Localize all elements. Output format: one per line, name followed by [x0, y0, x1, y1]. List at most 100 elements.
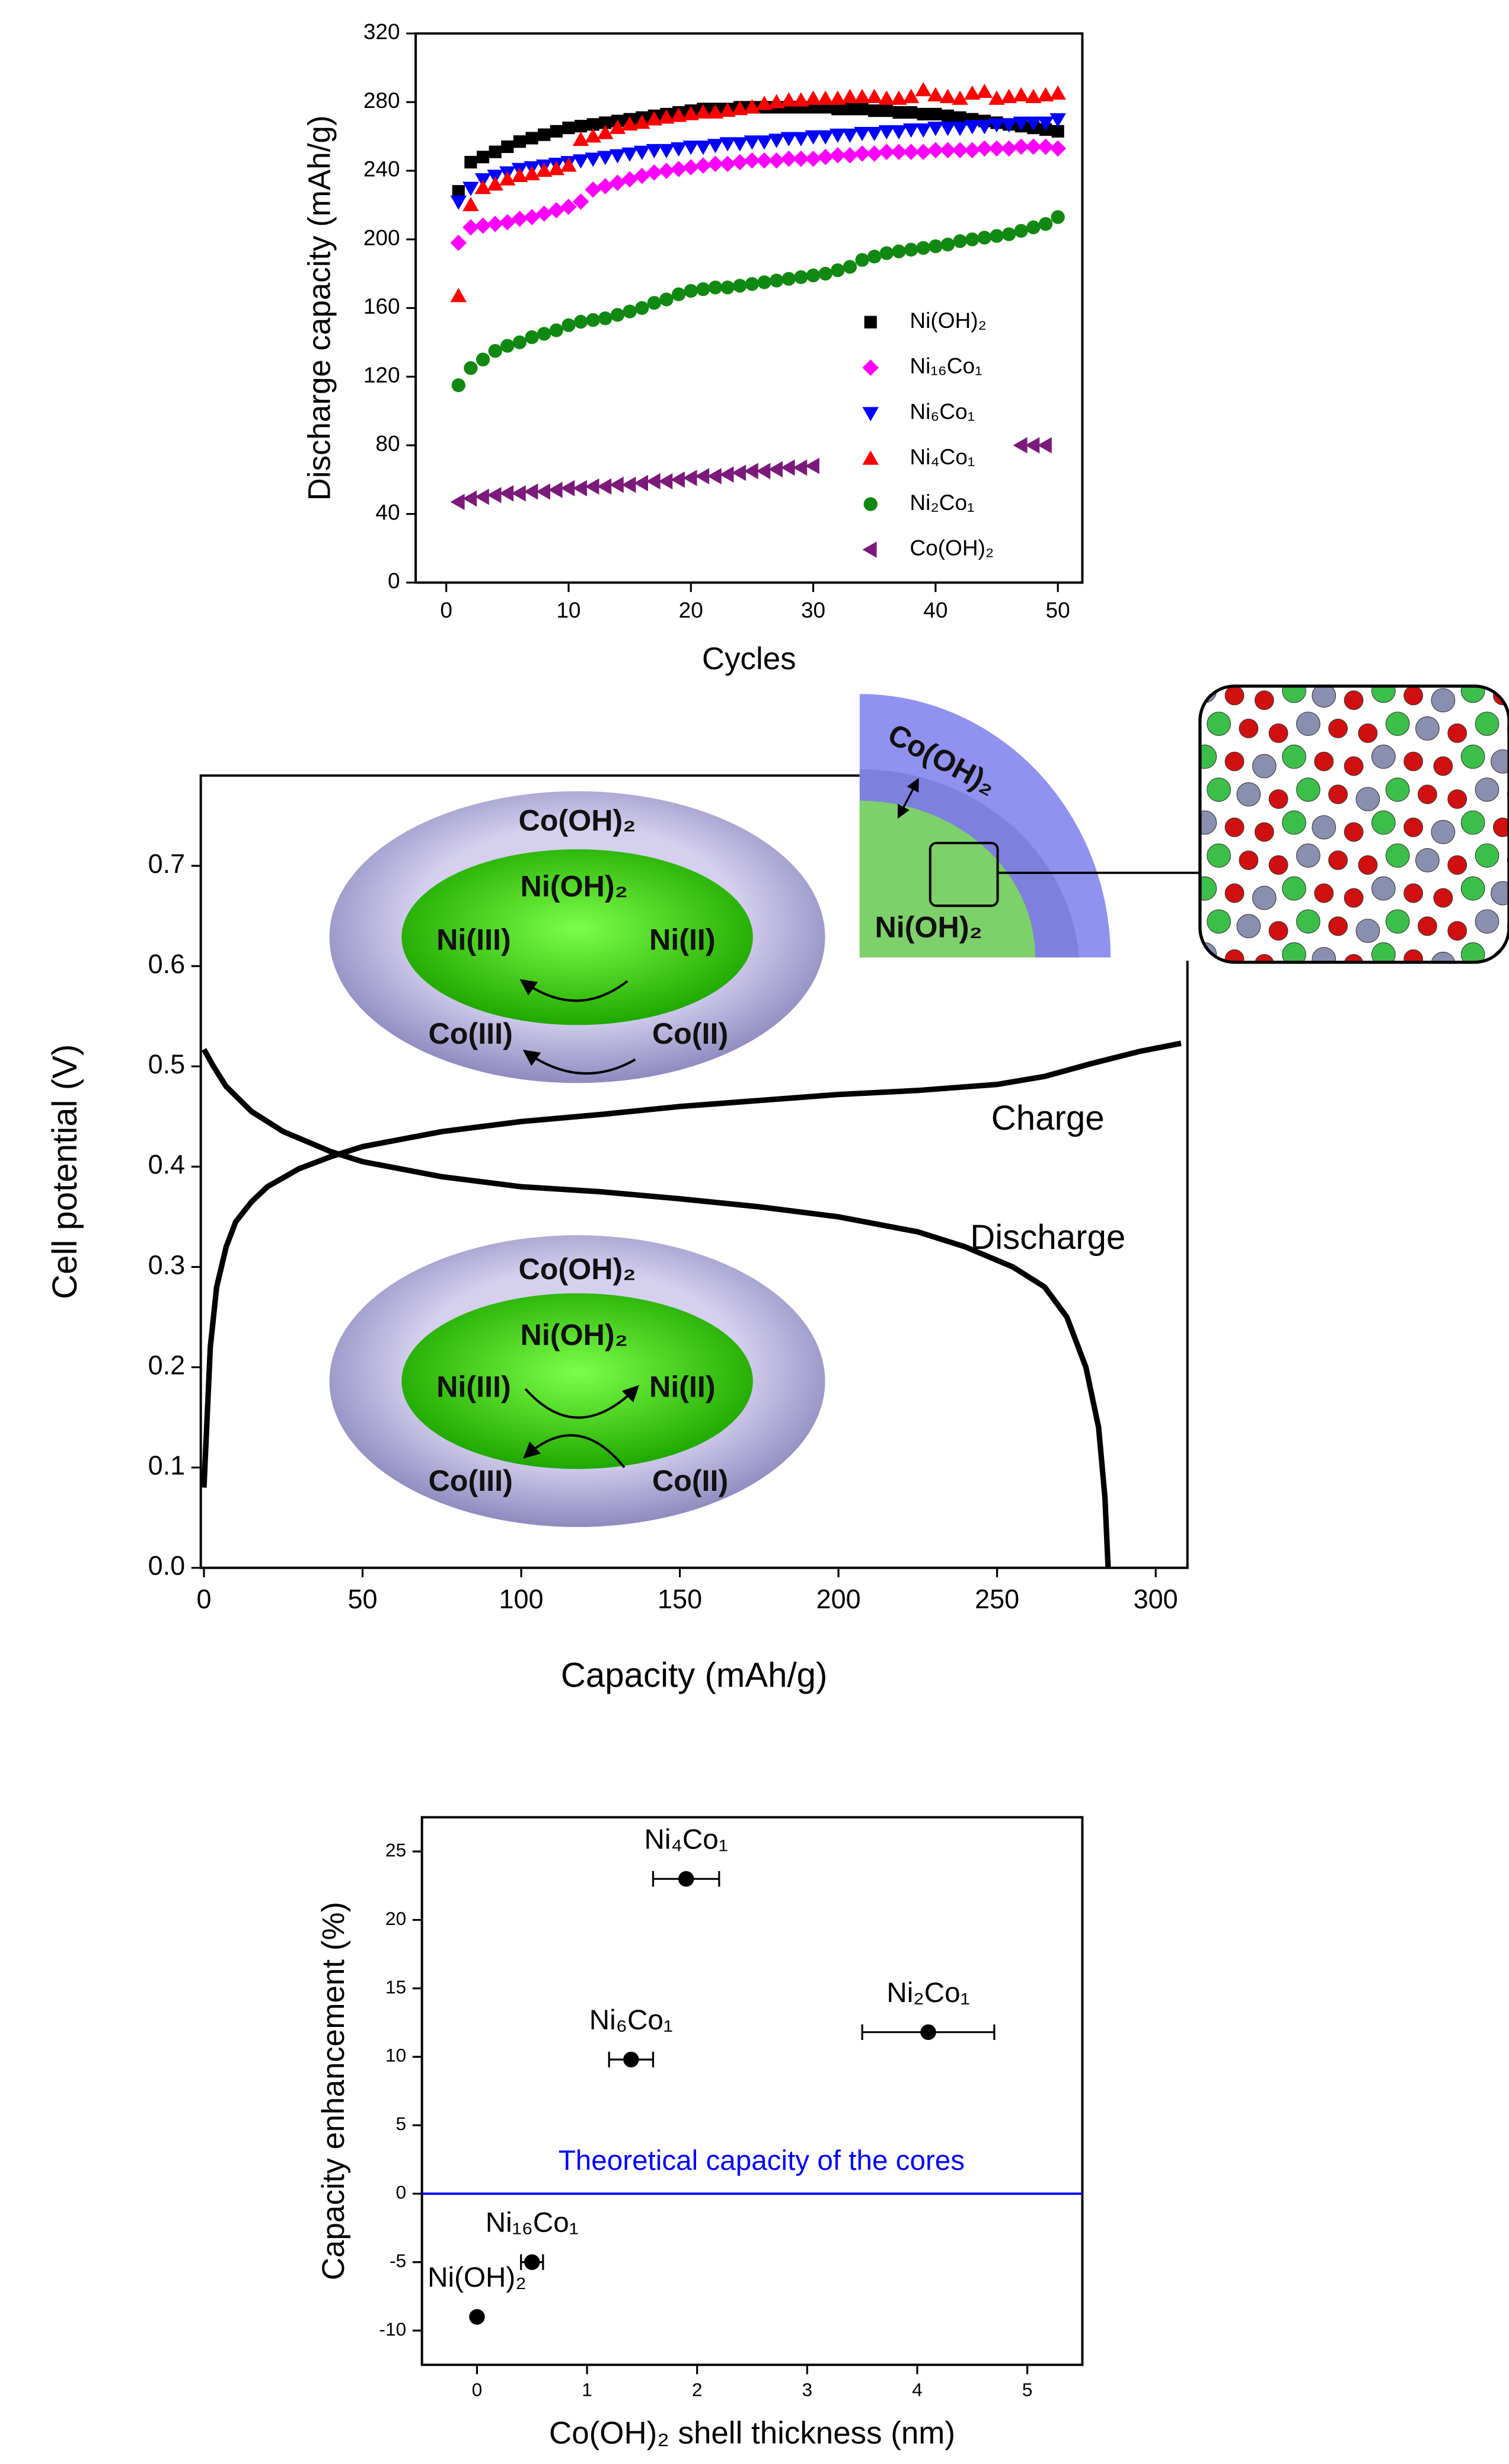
marker	[733, 279, 746, 292]
marker	[732, 154, 748, 171]
marker	[805, 151, 822, 167]
marker	[867, 250, 881, 263]
marker	[462, 219, 479, 236]
marker	[978, 231, 991, 244]
marker	[696, 282, 710, 296]
marker	[1013, 437, 1028, 454]
x-tick-label: 300	[1134, 1584, 1178, 1614]
x-tick-label: 1	[582, 2379, 592, 2401]
marker	[512, 485, 526, 502]
marker	[597, 178, 614, 195]
marker	[623, 305, 636, 318]
x-tick-label: 5	[1022, 2379, 1033, 2401]
marker	[610, 149, 626, 164]
marker	[707, 139, 724, 153]
marker	[1038, 139, 1054, 155]
y-tick-label: 0.6	[148, 949, 186, 979]
legend-label: Ni₄Co₁	[910, 444, 975, 469]
marker	[794, 270, 808, 284]
y-tick-label: 80	[375, 431, 400, 456]
marker	[915, 82, 931, 96]
marker	[695, 141, 712, 155]
marker	[562, 318, 575, 332]
marker	[658, 162, 675, 179]
marker	[1038, 437, 1052, 454]
marker	[856, 103, 868, 115]
marker	[842, 129, 859, 143]
core-label: Ni(OH)₂	[875, 910, 982, 943]
marker	[831, 263, 844, 277]
marker	[915, 144, 931, 160]
x-axis-title: Cycles	[702, 642, 796, 677]
marker	[499, 171, 516, 186]
marker	[672, 288, 685, 301]
marker	[536, 206, 553, 222]
marker	[915, 123, 931, 138]
legend-label: Ni₆Co₁	[910, 399, 975, 423]
marker	[550, 125, 563, 138]
x-tick-label: 40	[923, 597, 947, 622]
marker	[732, 464, 746, 481]
x-tick-label: 10	[556, 597, 580, 622]
x-tick-label: 50	[1046, 597, 1070, 622]
marker	[940, 89, 956, 103]
y-tick-label: 120	[363, 362, 400, 387]
marker	[682, 470, 697, 486]
x-tick-label: 0	[196, 1584, 211, 1614]
y-tick-label: 0.0	[148, 1551, 186, 1581]
marker	[598, 311, 612, 325]
marker	[1049, 85, 1066, 100]
marker	[573, 480, 587, 496]
marker	[634, 168, 650, 184]
marker	[942, 110, 954, 122]
y-tick-label: 280	[363, 88, 400, 113]
marker	[476, 353, 490, 366]
marker	[891, 125, 907, 139]
marker	[843, 260, 857, 273]
marker	[917, 108, 930, 120]
point-label: Ni₁₆Co₁	[486, 2207, 579, 2239]
marker	[452, 378, 465, 392]
y-tick-label: 0	[388, 568, 400, 593]
x-tick-label: 200	[816, 1584, 861, 1614]
marker	[621, 171, 638, 188]
x-axis-title: Co(OH)₂ shell thickness (nm)	[549, 2416, 955, 2451]
marker	[793, 132, 809, 146]
legend-label: Co(OH)₂	[910, 535, 994, 560]
y-axis-title: Capacity enhancement (%)	[316, 1902, 351, 2280]
legend-marker	[863, 407, 879, 421]
x-tick-label: 250	[975, 1584, 1019, 1614]
marker	[732, 137, 748, 151]
marker	[513, 336, 527, 349]
marker	[964, 142, 981, 158]
marker	[1001, 141, 1017, 157]
state-label: Ni(III)	[436, 1370, 511, 1403]
marker	[671, 161, 687, 177]
marker	[768, 461, 783, 478]
marker	[560, 480, 575, 496]
point	[920, 2025, 936, 2040]
marker	[756, 463, 770, 480]
point-label: Ni₄Co₁	[644, 1824, 728, 1855]
marker	[451, 494, 465, 511]
marker	[524, 209, 540, 225]
y-tick-label: 20	[385, 1908, 406, 1929]
marker	[610, 477, 624, 493]
marker	[451, 196, 467, 210]
marker	[866, 145, 883, 162]
x-axis-title: Capacity (mAh/g)	[561, 1656, 827, 1694]
marker	[719, 156, 736, 173]
point	[524, 2254, 540, 2269]
marker	[585, 181, 601, 198]
marker	[658, 473, 672, 490]
marker	[513, 135, 526, 148]
x-tick-label: 0	[472, 2379, 483, 2401]
marker	[489, 344, 502, 358]
marker	[1002, 227, 1016, 241]
y-tick-label: 5	[396, 2113, 407, 2134]
marker	[464, 361, 477, 375]
marker	[597, 151, 614, 165]
marker	[880, 104, 893, 117]
marker	[756, 135, 773, 149]
point-label: Ni₂Co₁	[886, 1977, 969, 2009]
